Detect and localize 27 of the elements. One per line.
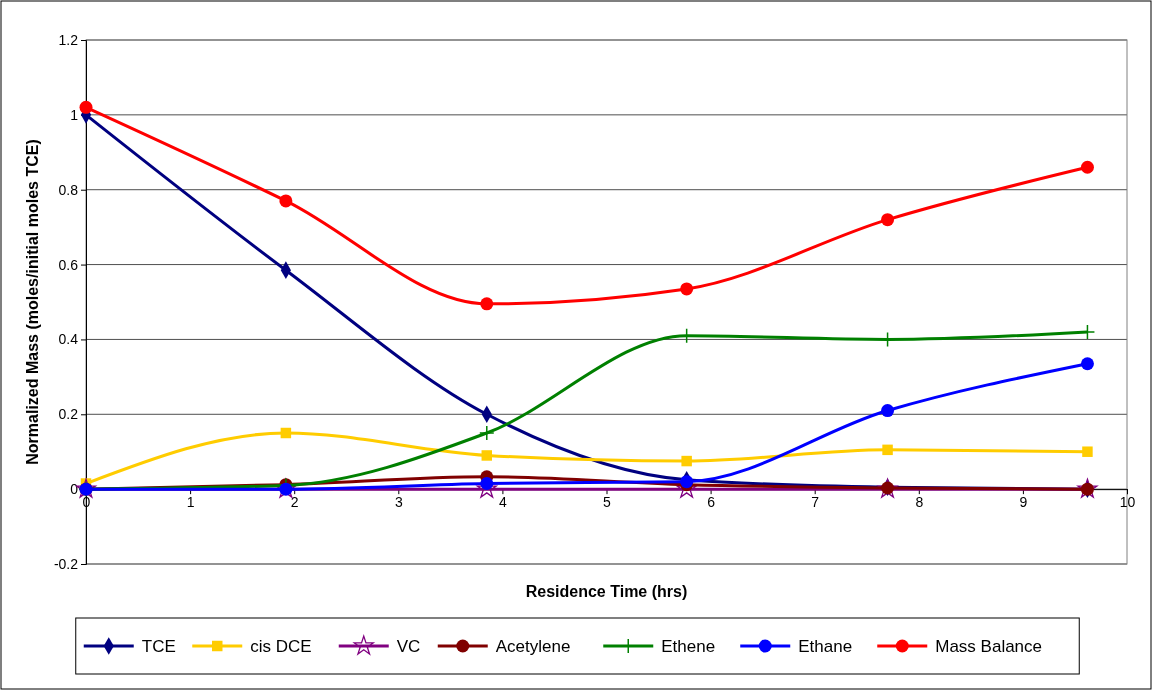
y-tick-label: 0.4: [58, 331, 79, 348]
legend-label: Ethene: [661, 637, 716, 656]
y-axis-title: Normalized Mass (moles/initial moles TCE): [24, 139, 41, 465]
x-tick-label: 7: [811, 494, 820, 511]
x-tick-label: 9: [1019, 494, 1028, 511]
y-tick-label: 1.2: [58, 31, 79, 48]
x-tick-label: 4: [499, 494, 507, 511]
x-tick-label: 3: [394, 494, 403, 511]
x-tick-label: 5: [603, 494, 612, 511]
y-tick-label: -0.2: [53, 555, 79, 572]
legend-label: Mass Balance: [935, 637, 1043, 656]
y-tick-label: 0: [70, 481, 79, 498]
legend-label: TCE: [141, 637, 176, 656]
x-tick-label: 10: [1119, 494, 1136, 511]
legend-label: VC: [396, 637, 421, 656]
x-axis-title: Residence Time (hrs): [525, 583, 688, 600]
legend-label: Ethane: [798, 637, 853, 656]
x-tick-label: 1: [186, 494, 195, 511]
x-tick-label: 6: [707, 494, 716, 511]
x-tick-label: 2: [290, 494, 299, 511]
y-tick-label: 1: [70, 106, 79, 123]
y-tick-label: 0.8: [58, 181, 79, 198]
x-tick-label: 8: [915, 494, 924, 511]
y-tick-label: 0.6: [58, 256, 79, 273]
legend-label: Acetylene: [495, 637, 571, 656]
legend-label: cis DCE: [250, 637, 312, 656]
y-tick-label: 0.2: [58, 406, 79, 423]
